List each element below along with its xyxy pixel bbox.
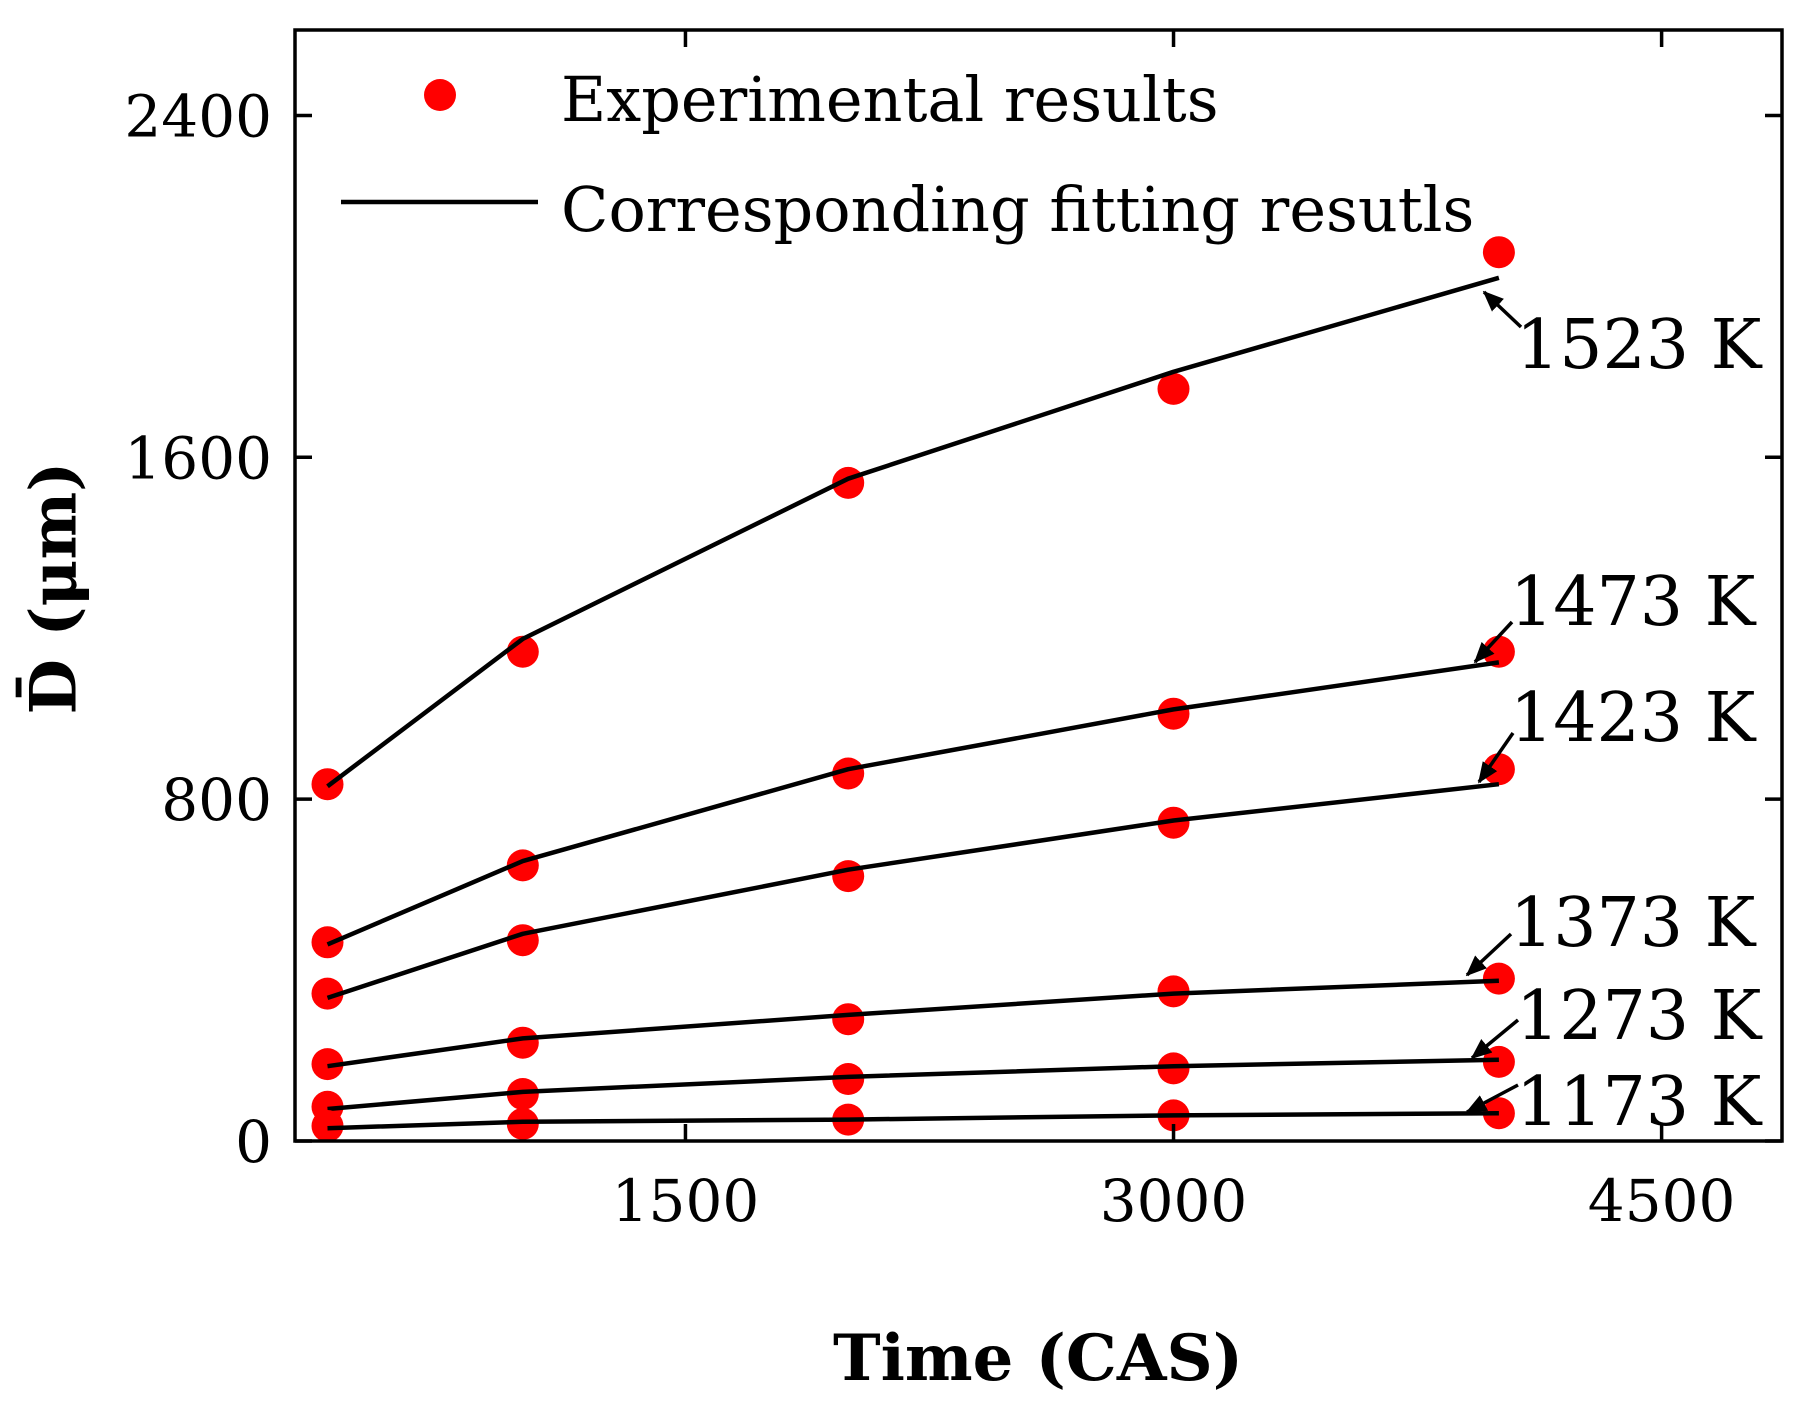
annotation-label-1173-k: 1173 K bbox=[1516, 1063, 1763, 1142]
annotation-arrow-1523-k bbox=[1482, 290, 1523, 329]
fit-line-1373-k bbox=[327, 978, 1499, 1069]
annotation-label-1373-k: 1373 K bbox=[1510, 884, 1757, 963]
data-point-1373-k bbox=[1482, 962, 1515, 995]
plot-series bbox=[311, 236, 1515, 1142]
annotation-arrow-1173-k bbox=[1465, 1083, 1519, 1114]
plot-frame bbox=[293, 28, 1784, 1143]
data-point-1423-k bbox=[311, 977, 344, 1010]
annotation-arrow-1473-k bbox=[1473, 620, 1514, 664]
legend: Experimental results Corresponding fitti… bbox=[341, 63, 1474, 246]
data-point-1373-k bbox=[506, 1026, 539, 1059]
annotation-label-1423-k: 1423 K bbox=[1510, 679, 1757, 758]
data-point-1423-k bbox=[506, 924, 539, 957]
series-1473-k bbox=[311, 635, 1515, 959]
annotation-label-1273-k: 1273 K bbox=[1516, 977, 1763, 1056]
y-tick-label-0: 0 bbox=[235, 1108, 272, 1176]
x-axis-label: Time (CAS) bbox=[833, 1321, 1243, 1396]
data-point-1473-k bbox=[1157, 697, 1190, 730]
fit-line-1173-k bbox=[327, 1110, 1499, 1131]
annotation-label-1473-k: 1473 K bbox=[1510, 563, 1757, 642]
fit-line-1423-k bbox=[326, 781, 1500, 1001]
annotation-arrow-1423-k bbox=[1477, 732, 1515, 784]
annotation-arrow-1373-k bbox=[1465, 932, 1513, 977]
fit-line-1273-k bbox=[327, 1057, 1499, 1112]
x-tick-label-1500: 1500 bbox=[612, 1167, 760, 1235]
series-1273-k bbox=[311, 1045, 1515, 1123]
annotations: 1523 K 1473 K 1423 K 1373 K 1273 K 1173 … bbox=[1465, 290, 1763, 1142]
fit-line-1523-k bbox=[326, 275, 1500, 789]
series-1173-k bbox=[311, 1097, 1515, 1142]
x-axis-ticks: 1500 3000 4500 bbox=[612, 30, 1736, 1235]
data-point-1373-k bbox=[832, 1003, 865, 1036]
y-tick-label-2400: 2400 bbox=[124, 82, 272, 150]
y-tick-label-800: 800 bbox=[161, 766, 272, 834]
legend-label-fitting: Corresponding fitting resutls bbox=[561, 173, 1474, 246]
data-point-1523-k bbox=[1482, 236, 1515, 269]
legend-marker-experimental bbox=[424, 79, 456, 111]
data-point-1423-k bbox=[832, 860, 865, 893]
series-1523-k bbox=[311, 236, 1515, 801]
y-tick-label-1600: 1600 bbox=[124, 424, 272, 492]
annotation-label-1523-k: 1523 K bbox=[1516, 306, 1763, 385]
series-1373-k bbox=[311, 962, 1515, 1081]
annotation-arrow-1273-k bbox=[1470, 1018, 1520, 1060]
fit-line-1473-k bbox=[326, 660, 1500, 947]
y-axis-ticks: 0 800 1600 2400 bbox=[124, 82, 1782, 1176]
series-1423-k bbox=[311, 753, 1515, 1010]
legend-label-experimental: Experimental results bbox=[561, 63, 1219, 136]
data-point-1523-k bbox=[1157, 372, 1190, 405]
x-tick-label-4500: 4500 bbox=[1588, 1167, 1736, 1235]
x-tick-label-3000: 3000 bbox=[1100, 1167, 1248, 1235]
y-axis-label: D̄ (μm) bbox=[16, 461, 92, 715]
